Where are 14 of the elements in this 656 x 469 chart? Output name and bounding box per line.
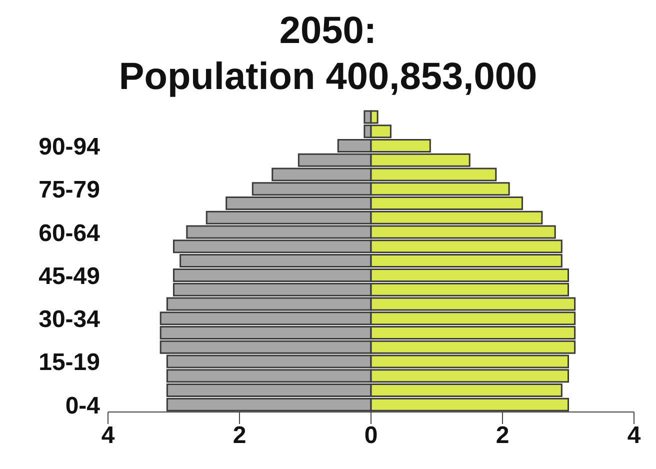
x-tick-label: 4 <box>627 422 642 450</box>
y-tick-label: 0-4 <box>65 392 101 420</box>
chart-subtitle: Population 400,853,000 <box>118 55 538 100</box>
y-tick-label: 30-34 <box>38 306 101 334</box>
y-tick-label: 15-19 <box>38 349 100 376</box>
y-tick-label: 75-79 <box>38 176 100 204</box>
chart-title: 2050: <box>278 9 378 54</box>
y-tick-label: 60-64 <box>38 220 101 247</box>
x-tick-label: 0 <box>364 422 378 450</box>
y-tick-label: 45-49 <box>38 262 100 290</box>
x-tick-label: 2 <box>496 422 510 450</box>
x-tick-label: 2 <box>232 422 246 450</box>
x-tick-label: 4 <box>101 422 116 450</box>
y-tick-label: 90-94 <box>38 133 101 160</box>
